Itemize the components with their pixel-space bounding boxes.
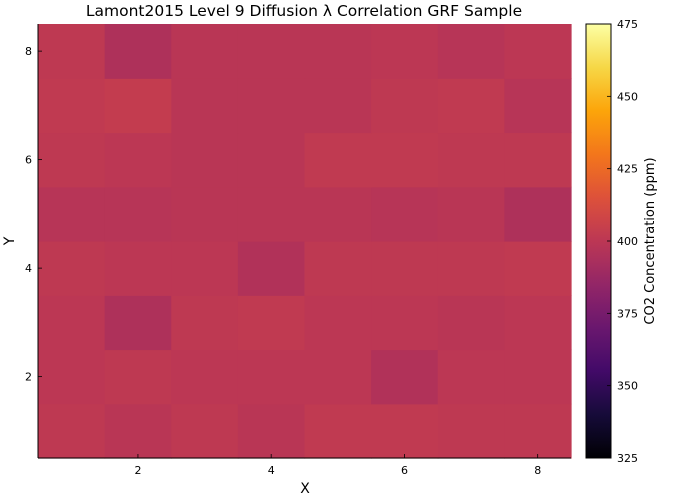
heatmap-cell bbox=[504, 295, 572, 351]
heatmap-cell bbox=[437, 349, 505, 405]
heatmap-cell bbox=[437, 295, 505, 351]
heatmap-cell bbox=[371, 295, 439, 351]
heatmap-cell bbox=[104, 349, 172, 405]
y-tick-label: 6 bbox=[25, 154, 32, 167]
heatmap-cell bbox=[171, 24, 239, 79]
colorbar-tick-label: 375 bbox=[617, 307, 638, 320]
heatmap-cell bbox=[371, 186, 439, 242]
heatmap-cell bbox=[38, 132, 106, 188]
heatmap-cell bbox=[371, 403, 439, 459]
y-tick-label: 2 bbox=[25, 371, 32, 384]
heatmap-cell bbox=[304, 24, 372, 79]
heatmap-cell bbox=[104, 295, 172, 351]
x-axis-label: X bbox=[300, 481, 310, 497]
x-tick-label: 8 bbox=[534, 464, 541, 477]
heatmap-cell bbox=[237, 24, 306, 79]
heatmap-cell bbox=[304, 241, 372, 296]
heatmap-cell bbox=[504, 78, 572, 134]
x-tick-label: 2 bbox=[134, 464, 141, 477]
x-tick-label: 4 bbox=[268, 464, 275, 477]
heatmap-cell bbox=[371, 24, 439, 79]
heatmap-cell bbox=[104, 403, 172, 459]
heatmap-cell bbox=[38, 241, 106, 296]
heatmap-cell bbox=[437, 132, 505, 188]
heatmap-cell bbox=[171, 295, 239, 351]
heatmap-cell bbox=[304, 295, 372, 351]
x-tick-label: 6 bbox=[401, 464, 408, 477]
heatmap-cell bbox=[437, 241, 505, 296]
heatmap-cell bbox=[237, 78, 306, 134]
heatmap-cell bbox=[304, 349, 372, 405]
heatmap-cell bbox=[504, 403, 572, 459]
heatmap-cell bbox=[504, 186, 572, 242]
heatmap-cell bbox=[171, 78, 239, 134]
colorbar-label: CO2 Concentration (ppm) bbox=[643, 157, 658, 324]
heatmap-cell bbox=[304, 403, 372, 459]
heatmap-cell bbox=[371, 349, 439, 405]
colorbar-gradient bbox=[586, 24, 611, 458]
colorbar-tick-label: 450 bbox=[617, 90, 638, 103]
heatmap-cell bbox=[171, 349, 239, 405]
heatmap-cell bbox=[437, 78, 505, 134]
heatmap-cell bbox=[304, 186, 372, 242]
y-tick-label: 4 bbox=[25, 262, 32, 275]
plot-axes: 2 4 6 8 2 4 6 8 bbox=[25, 24, 571, 477]
heatmap-cell bbox=[504, 132, 572, 188]
heatmap-cell bbox=[437, 403, 505, 459]
y-axis-label: Y bbox=[2, 236, 18, 246]
heatmap-cell bbox=[104, 24, 172, 79]
colorbar: 325 350 375 400 425 450 475 bbox=[585, 18, 638, 465]
heatmap-cell bbox=[38, 349, 106, 405]
heatmap-cell bbox=[437, 24, 505, 79]
heatmap-cell bbox=[504, 349, 572, 405]
heatmap-cell bbox=[38, 186, 106, 242]
heatmap-cell bbox=[237, 349, 306, 405]
heatmap-cell bbox=[437, 186, 505, 242]
colorbar-tick-label: 325 bbox=[617, 452, 638, 465]
heatmap-cell bbox=[171, 241, 239, 296]
heatmap-cell bbox=[371, 132, 439, 188]
heatmap-cell bbox=[237, 403, 306, 459]
heatmap-cell bbox=[237, 132, 306, 188]
heatmap-cell bbox=[237, 295, 306, 351]
chart-title: Lamont2015 Level 9 Diffusion λ Correlati… bbox=[86, 2, 522, 20]
colorbar-tick-label: 400 bbox=[617, 235, 638, 248]
heatmap-cell bbox=[171, 186, 239, 242]
heatmap-cell bbox=[38, 403, 106, 459]
colorbar-tick-label: 350 bbox=[617, 380, 638, 393]
heatmap-cells bbox=[38, 24, 572, 459]
colorbar-tick-label: 425 bbox=[617, 163, 638, 176]
heatmap-cell bbox=[371, 241, 439, 296]
heatmap-cell bbox=[104, 186, 172, 242]
heatmap-cell bbox=[104, 132, 172, 188]
heatmap-cell bbox=[171, 132, 239, 188]
heatmap-cell bbox=[304, 132, 372, 188]
heatmap-cell bbox=[171, 403, 239, 459]
colorbar-tick-label: 475 bbox=[617, 18, 638, 31]
heatmap-cell bbox=[38, 24, 106, 79]
heatmap-cell bbox=[504, 24, 572, 79]
heatmap-cell bbox=[304, 78, 372, 134]
heatmap-cell bbox=[371, 78, 439, 134]
heatmap-cell bbox=[237, 241, 306, 296]
heatmap-cell bbox=[38, 78, 106, 134]
heatmap-cell bbox=[104, 241, 172, 296]
y-tick-label: 8 bbox=[25, 45, 32, 58]
heatmap-cell bbox=[504, 241, 572, 296]
heatmap-cell bbox=[38, 295, 106, 351]
heatmap-cell bbox=[237, 186, 306, 242]
heatmap-cell bbox=[104, 78, 172, 134]
